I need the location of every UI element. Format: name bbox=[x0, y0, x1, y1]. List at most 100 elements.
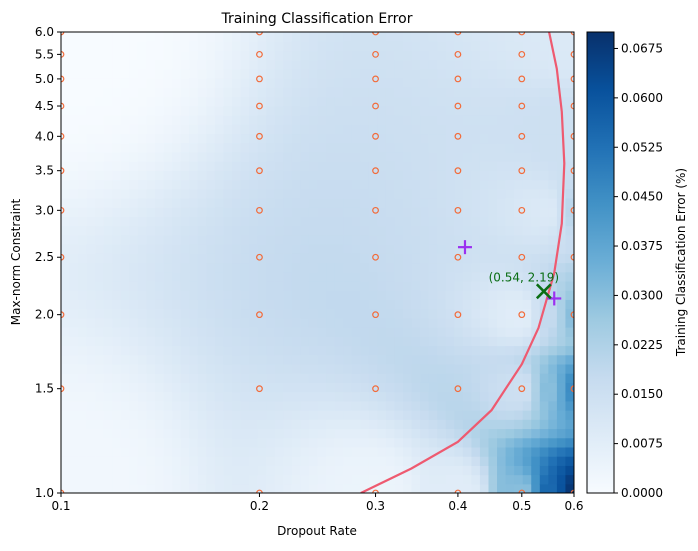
heat-cell bbox=[180, 234, 190, 245]
heat-cell bbox=[445, 446, 455, 457]
heat-cell bbox=[368, 474, 378, 485]
heat-cell bbox=[129, 354, 139, 365]
heat-cell bbox=[368, 317, 378, 328]
heat-cell bbox=[505, 225, 515, 236]
heat-cell bbox=[479, 151, 490, 162]
heat-cell bbox=[223, 437, 233, 448]
heat-cell bbox=[420, 32, 430, 42]
colorbar-tick-label: 0.0525 bbox=[621, 140, 663, 154]
heat-cell bbox=[78, 68, 88, 79]
heat-cell bbox=[394, 345, 404, 356]
heat-cell bbox=[360, 96, 370, 107]
heat-cell bbox=[548, 105, 558, 116]
heat-cell bbox=[479, 133, 490, 144]
heat-cell bbox=[326, 290, 336, 300]
heat-cell bbox=[565, 327, 574, 337]
heat-cell bbox=[454, 124, 464, 135]
heat-cell bbox=[291, 363, 301, 374]
heat-cell bbox=[317, 262, 327, 273]
heat-cell bbox=[95, 354, 105, 365]
heat-cell bbox=[103, 437, 113, 448]
heat-cell bbox=[514, 105, 524, 116]
heat-cell bbox=[274, 327, 284, 337]
heat-cell bbox=[112, 428, 122, 439]
heat-cell bbox=[120, 151, 130, 162]
heat-cell bbox=[343, 290, 353, 300]
heat-cell bbox=[120, 179, 130, 190]
heat-cell bbox=[172, 78, 182, 88]
heat-cell bbox=[471, 391, 481, 402]
heat-cell bbox=[112, 299, 122, 310]
heat-cell bbox=[471, 124, 481, 135]
heat-cell bbox=[214, 142, 225, 153]
heat-cell bbox=[514, 428, 524, 439]
heat-cell bbox=[180, 373, 190, 383]
heat-cell bbox=[308, 446, 319, 457]
heat-cell bbox=[180, 437, 190, 448]
grid-point bbox=[454, 311, 462, 319]
heat-cell bbox=[343, 179, 353, 190]
heat-cell bbox=[471, 87, 481, 98]
heat-cell bbox=[61, 271, 71, 282]
heat-cell bbox=[522, 179, 532, 190]
heat-cell bbox=[129, 437, 139, 448]
heat-cell bbox=[403, 197, 413, 208]
heat-cell bbox=[548, 336, 558, 347]
heat-cell bbox=[308, 151, 319, 162]
heat-cell bbox=[334, 124, 344, 135]
heat-cell bbox=[214, 59, 225, 70]
heat-cell bbox=[249, 354, 259, 365]
heat-cell bbox=[377, 96, 387, 107]
heat-cell bbox=[531, 124, 541, 135]
colorbar-tick-label: 0.0375 bbox=[621, 239, 663, 253]
heat-cell bbox=[548, 373, 558, 383]
heat-cell bbox=[69, 179, 79, 190]
heat-cell bbox=[471, 483, 481, 493]
heat-cell bbox=[334, 483, 344, 493]
heat-cell bbox=[531, 465, 541, 476]
heat-cell bbox=[445, 225, 455, 236]
heat-cell bbox=[129, 262, 139, 273]
heat-cell bbox=[78, 225, 88, 236]
heat-cell bbox=[197, 133, 207, 144]
heat-cell bbox=[437, 419, 447, 430]
heat-cell bbox=[522, 456, 532, 466]
heat-cell bbox=[531, 114, 541, 125]
heat-cell bbox=[61, 327, 71, 337]
heat-cell bbox=[172, 382, 182, 393]
heat-cell bbox=[462, 345, 472, 356]
heat-cell bbox=[497, 87, 507, 98]
heat-cell bbox=[445, 290, 455, 300]
heat-cell bbox=[78, 197, 88, 208]
heat-cell bbox=[411, 244, 421, 254]
heat-cell bbox=[539, 151, 549, 162]
heat-cell bbox=[497, 225, 507, 236]
heat-cell bbox=[522, 446, 532, 457]
x-tick-label: 0.6 bbox=[564, 499, 583, 513]
heat-cell bbox=[103, 419, 113, 430]
heat-cell bbox=[437, 114, 447, 125]
heat-cell bbox=[539, 290, 549, 300]
heat-cell bbox=[146, 382, 156, 393]
heat-cell bbox=[112, 133, 122, 144]
heat-cell bbox=[497, 382, 507, 393]
heat-cell bbox=[462, 32, 472, 42]
heat-cell bbox=[155, 317, 165, 328]
heat-cell bbox=[240, 299, 250, 310]
grid-point bbox=[256, 253, 263, 261]
y-tick-label: 1.5 bbox=[35, 382, 54, 396]
heat-cell bbox=[291, 382, 301, 393]
heat-cell bbox=[155, 345, 165, 356]
heat-cell bbox=[471, 216, 481, 227]
heat-cell bbox=[462, 290, 472, 300]
heat-cell bbox=[283, 225, 293, 236]
heat-cell bbox=[471, 161, 481, 171]
heat-cell bbox=[308, 354, 319, 365]
heat-cell bbox=[223, 170, 233, 181]
grid-point bbox=[256, 132, 263, 140]
heat-cell bbox=[249, 114, 259, 125]
heat-cell bbox=[462, 244, 472, 254]
heat-cell bbox=[291, 59, 301, 70]
heat-cell bbox=[514, 327, 524, 337]
heat-cell bbox=[437, 483, 447, 493]
